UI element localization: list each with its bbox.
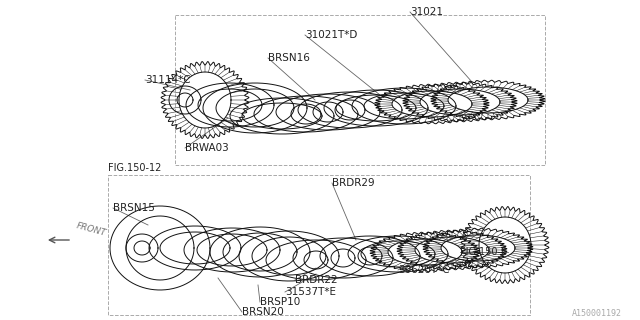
Text: FIG.150-8: FIG.150-8 — [460, 247, 507, 257]
Text: 31114*C: 31114*C — [145, 75, 191, 85]
Text: BRSN15: BRSN15 — [113, 203, 155, 213]
Text: BRDR29: BRDR29 — [332, 178, 374, 188]
Text: BRWA03: BRWA03 — [185, 143, 228, 153]
Text: 31021: 31021 — [410, 7, 443, 17]
Text: BRSN20: BRSN20 — [242, 307, 284, 317]
Text: 30620T*C: 30620T*C — [398, 265, 450, 275]
Text: BRSN16: BRSN16 — [268, 53, 310, 63]
Text: FRONT: FRONT — [75, 222, 107, 238]
Text: 31021T*D: 31021T*D — [305, 30, 357, 40]
Text: 31537T*E: 31537T*E — [285, 287, 336, 297]
Text: BRDR22: BRDR22 — [295, 275, 338, 285]
Text: FIG.150-12: FIG.150-12 — [108, 163, 161, 173]
Text: BRSP10: BRSP10 — [260, 297, 300, 307]
Text: A150001192: A150001192 — [572, 308, 622, 317]
